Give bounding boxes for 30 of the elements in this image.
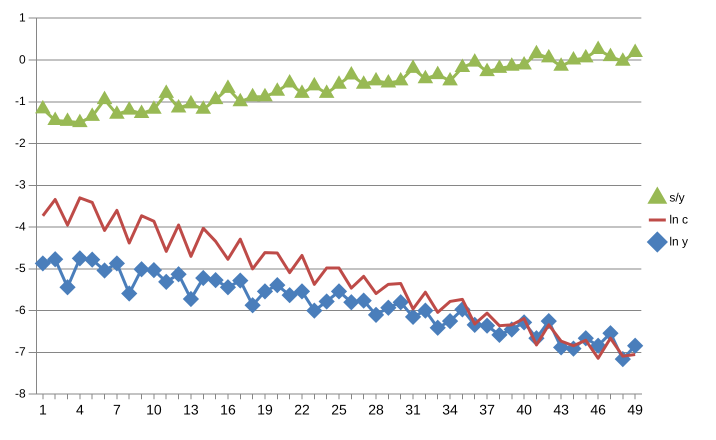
x-tick-label: 40 (516, 401, 532, 418)
y-tick-label: -8 (15, 386, 26, 401)
x-tick-label: 28 (368, 401, 384, 418)
y-tick-label: -2 (15, 136, 26, 150)
x-tick-label: 16 (220, 401, 236, 418)
y-tick-label: 0 (18, 52, 26, 66)
x-tick-label: 34 (442, 401, 458, 418)
x-tick-label: 1 (38, 401, 47, 418)
legend-label: s/y (669, 190, 685, 204)
legend-label: ln y (669, 234, 688, 248)
x-tick-label: 49 (627, 401, 644, 418)
x-tick-label: 22 (294, 401, 310, 418)
y-tick-label: -5 (15, 261, 26, 276)
x-tick-label: 4 (76, 401, 84, 418)
x-tick-label: 46 (590, 401, 606, 418)
x-tick-label: 37 (479, 401, 496, 418)
x-tick-label: 25 (331, 401, 347, 418)
y-tick-label: -6 (15, 302, 26, 317)
x-tick-label: 13 (183, 401, 199, 418)
y-tick-label: -4 (15, 219, 26, 234)
x-tick-label: 10 (146, 401, 162, 418)
legend-label: ln c (669, 212, 688, 226)
y-tick-label: -1 (15, 94, 26, 108)
y-tick-label: -7 (15, 344, 26, 359)
x-tick-label: 43 (553, 401, 570, 418)
x-tick-label: 31 (405, 401, 422, 418)
y-tick-label: 1 (18, 10, 26, 25)
x-tick-label: 7 (112, 401, 121, 418)
x-tick-label: 19 (257, 401, 273, 418)
y-tick-label: -3 (15, 178, 26, 192)
